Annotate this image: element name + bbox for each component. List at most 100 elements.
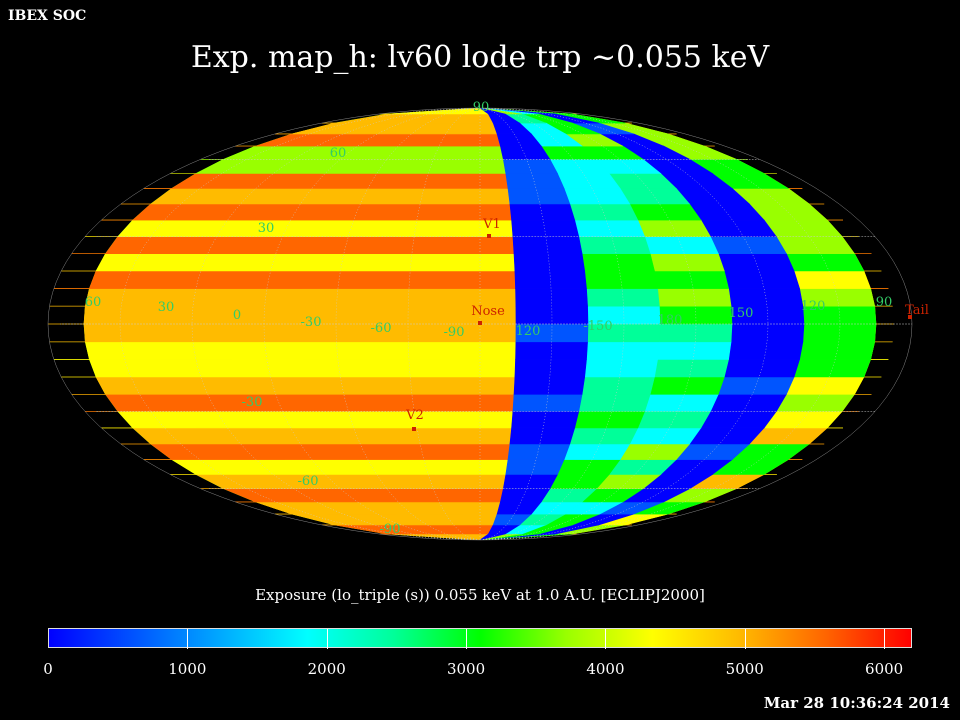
colorbar-tick-label: 3000 [446,660,486,678]
longitude-label: -150 [583,319,612,334]
exposure-cell [574,219,646,237]
latitude-label: -90 [380,522,401,537]
exposure-cell [785,253,865,272]
exposure-cell [644,393,719,412]
exposure-cell [717,253,795,272]
colorbar-tick [187,629,189,649]
exposure-cell [507,443,571,460]
exposure-cell [514,270,587,289]
exposure-cell [505,173,565,189]
exposure-cell [509,203,576,221]
colorbar-tick [605,629,607,649]
graticule-line [335,108,481,540]
exposure-cell [512,236,583,254]
longitude-label: -90 [444,325,465,340]
exposure-cell [730,323,805,343]
graticule-line [407,108,481,540]
org-label: IBEX SOC [8,8,87,24]
marker-v2: V2 [405,408,424,431]
exposure-cell [512,393,583,412]
colorbar-tick-label: 1000 [168,660,207,678]
colorbar-tick [884,629,886,649]
exposure-cell [500,145,551,160]
colorbar-tick-label: 2000 [307,660,346,678]
longitude-label: 180 [658,313,683,328]
longitude-label: 120 [516,324,541,339]
exposure-cell [654,270,729,289]
exposure-cell [563,188,631,205]
graticule-line [191,108,481,540]
svg-text:V1: V1 [482,217,501,232]
exposure-cell [500,488,551,503]
longitude-label: -30 [301,315,322,330]
longitude-label: 120 [801,299,826,314]
exposure-cell [569,427,639,445]
exposure-cell [657,288,732,307]
longitude-label: 0 [233,308,241,323]
exposure-cell [505,459,565,475]
exposure-cell [511,410,580,429]
longitude-label: 150 [729,306,754,321]
colorbar-tick-label: 5000 [725,660,764,678]
sky-map: 60 30 0 -30 -60 -90 120 -150 180 150 120 90 90 60 30 -3… [47,100,929,541]
graticule-line [479,108,697,540]
marker-tail: Tail [905,303,929,319]
graticule-line [119,108,481,540]
latitude-label: 30 [258,221,275,236]
exposure-cell [700,219,777,237]
latitude-label: -30 [242,395,263,410]
exposure-cell [710,393,787,412]
marker-nose: Nose [471,304,505,325]
exposure-cell [723,270,801,289]
exposure-cell [763,219,843,237]
exposure-cell [723,359,801,378]
colorbar [48,628,912,649]
colorbar-title: Exposure (lo_triple (s)) 0.055 keV at 1.… [255,586,705,604]
exposure-cell [502,159,559,174]
exposure-cell [584,359,658,378]
graticule-line [263,108,481,540]
exposure-cell [649,253,725,272]
colorbar-tick [326,629,328,649]
latitude-label: -60 [298,474,319,489]
exposure-cell [578,236,651,254]
exposure-cell [511,219,580,237]
longitude-label: -60 [371,321,392,336]
exposure-cell [637,410,712,429]
exposure-cell [507,188,571,205]
latitude-label: 60 [330,146,347,161]
colorbar-tick-label: 0 [43,660,53,678]
exposure-cell [578,393,651,412]
svg-text:Nose: Nose [471,304,505,319]
exposure-cell [513,376,586,395]
graticule-line [479,108,769,540]
exposure-cell [763,410,843,429]
exposure-cell [563,443,631,460]
exposure-cell [717,376,795,395]
exposure-cell [479,108,573,115]
exposure-cell [584,270,658,289]
timestamp: Mar 28 10:36:24 2014 [763,694,950,712]
exposure-cell [581,376,655,395]
svg-text:Tail: Tail [905,303,929,318]
marker-v1: V1 [482,217,501,238]
graticule-line [479,108,553,540]
exposure-cell [509,427,576,445]
exposure-cell [557,173,621,189]
exposure-cell [644,236,719,254]
exposure-cell [728,288,804,307]
exposure-cell [581,253,655,272]
exposure-cell [502,474,559,490]
colorbar-tick-label: 6000 [865,660,904,678]
colorbar-tick-label: 4000 [586,660,625,678]
map-title: Exp. map_h: lv60 lode trp ~0.055 keV [190,40,770,75]
longitude-label: 30 [158,300,175,315]
latitude-label: 90 [473,100,490,115]
graticule-line [479,108,625,540]
colorbar-tick [744,629,746,649]
exposure-cell [479,108,523,115]
longitude-label: 60 [85,295,102,310]
exposure-cell [479,108,539,115]
colorbar-tick [466,629,468,649]
exposure-cell [557,459,621,475]
